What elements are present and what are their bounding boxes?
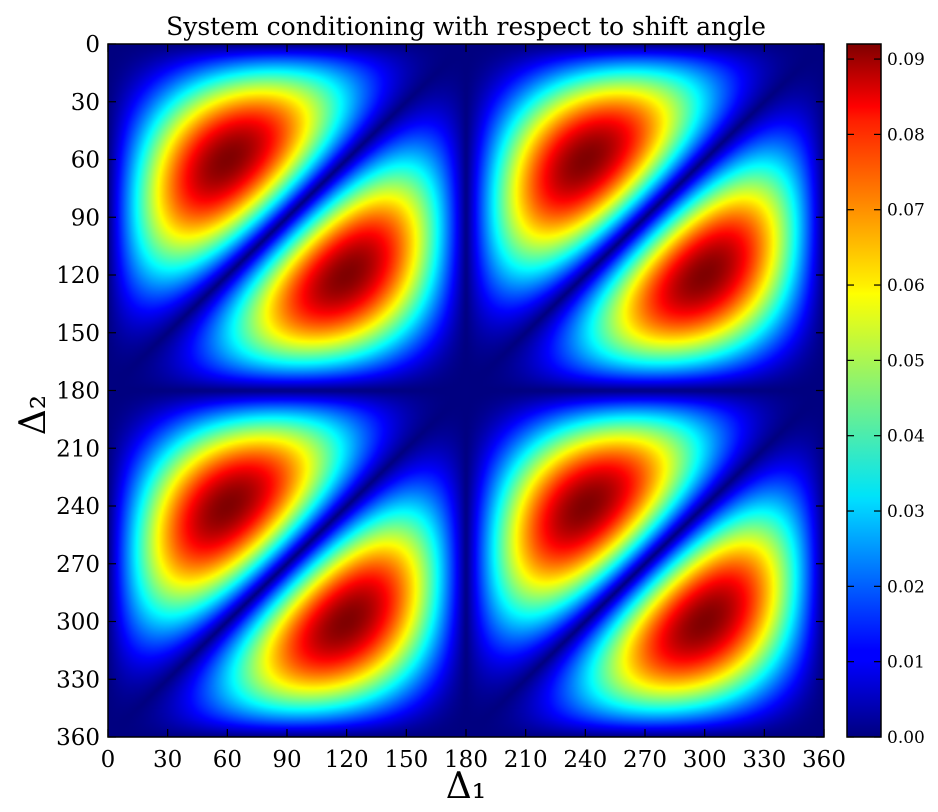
colorbar-tick-label: 0.02 [887, 577, 925, 597]
colorbar-tick-label: 0.06 [887, 276, 925, 296]
colorbar-tick-label: 0.01 [887, 653, 925, 673]
colorbar-tick-label: 0.03 [887, 502, 925, 522]
heatmap-image [108, 44, 824, 737]
x-tick-label: 210 [504, 747, 548, 773]
colorbar [846, 43, 882, 738]
x-axis-label: Δ₁ [445, 766, 487, 807]
colorbar-tick-label: 0.09 [887, 50, 925, 70]
x-tick-label: 360 [802, 747, 846, 773]
colorbar-tick-label: 0.00 [887, 728, 925, 748]
y-tick-label: 30 [71, 90, 100, 116]
x-tick-label: 300 [683, 747, 727, 773]
x-tick-label: 240 [563, 747, 607, 773]
y-tick-label: 150 [56, 321, 100, 347]
y-tick-label: 360 [56, 725, 100, 751]
y-tick-label: 180 [56, 379, 100, 405]
x-tick-label: 90 [272, 747, 301, 773]
y-tick-label: 300 [56, 610, 100, 636]
chart-title: System conditioning with respect to shif… [166, 12, 766, 41]
y-tick-label: 210 [56, 436, 100, 462]
x-tick-label: 150 [384, 747, 428, 773]
y-tick-label: 240 [56, 494, 100, 520]
x-tick-label: 0 [101, 747, 116, 773]
x-tick-label: 120 [325, 747, 369, 773]
colorbar-tick-label: 0.05 [887, 351, 925, 371]
x-tick-label: 270 [623, 747, 667, 773]
colorbar-tick-label: 0.04 [887, 427, 925, 447]
y-tick-label: 60 [71, 148, 100, 174]
colorbar-tick-label: 0.08 [887, 125, 925, 145]
y-axis-label: Δ₂ [13, 394, 54, 436]
x-tick-label: 330 [742, 747, 786, 773]
colorbar-tick-label: 0.07 [887, 201, 925, 221]
y-tick-label: 120 [56, 263, 100, 289]
x-tick-label: 30 [153, 747, 182, 773]
y-tick-label: 330 [56, 667, 100, 693]
x-tick-label: 60 [213, 747, 242, 773]
y-tick-label: 90 [71, 205, 100, 231]
y-tick-label: 0 [85, 32, 100, 58]
y-tick-label: 270 [56, 552, 100, 578]
x-tick-label: 180 [444, 747, 488, 773]
